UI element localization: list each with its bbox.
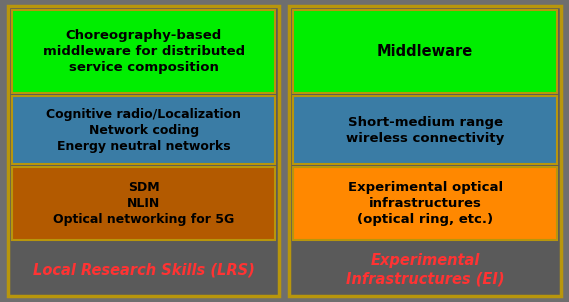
Bar — [8, 6, 279, 296]
Bar — [294, 167, 557, 240]
Bar — [12, 96, 275, 164]
Bar — [294, 96, 557, 164]
Bar — [12, 167, 275, 240]
Bar — [290, 6, 561, 296]
Text: Cognitive radio/Localization
Network coding
Energy neutral networks: Cognitive radio/Localization Network cod… — [46, 108, 241, 153]
Text: Middleware: Middleware — [377, 44, 473, 59]
Bar — [12, 10, 275, 93]
Text: Choreography-based
middleware for distributed
service composition: Choreography-based middleware for distri… — [43, 29, 245, 74]
Text: Experimental
Infrastructures (EI): Experimental Infrastructures (EI) — [346, 253, 505, 287]
Text: SDM
NLIN
Optical networking for 5G: SDM NLIN Optical networking for 5G — [53, 181, 234, 226]
Text: Experimental optical
infrastructures
(optical ring, etc.): Experimental optical infrastructures (op… — [348, 181, 503, 226]
Text: Local Research Skills (LRS): Local Research Skills (LRS) — [33, 262, 254, 278]
Text: Short-medium range
wireless connectivity: Short-medium range wireless connectivity — [346, 116, 504, 145]
Bar — [294, 10, 557, 93]
